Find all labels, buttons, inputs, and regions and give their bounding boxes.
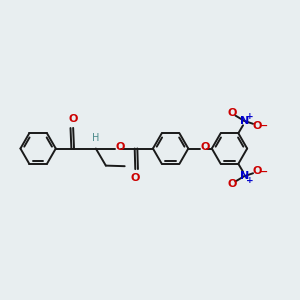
- Text: −: −: [258, 167, 268, 176]
- Text: O: O: [253, 166, 262, 176]
- Text: O: O: [253, 121, 262, 131]
- Text: O: O: [201, 142, 210, 152]
- Text: O: O: [227, 108, 236, 118]
- Text: O: O: [227, 179, 236, 189]
- Text: −: −: [258, 121, 268, 130]
- Text: +: +: [246, 112, 253, 121]
- Text: N: N: [240, 171, 249, 181]
- Text: N: N: [240, 116, 249, 126]
- Text: H: H: [92, 133, 100, 142]
- Text: O: O: [68, 114, 78, 124]
- Text: O: O: [130, 173, 140, 183]
- Text: +: +: [246, 176, 253, 185]
- Text: O: O: [115, 142, 124, 152]
